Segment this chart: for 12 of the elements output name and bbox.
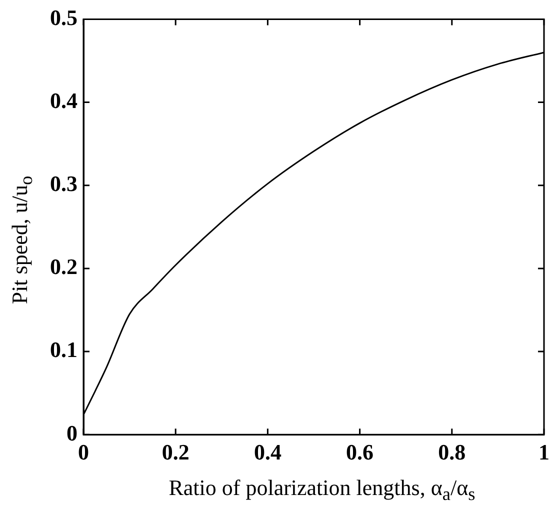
y-tick-label: 0.1 — [50, 337, 78, 362]
y-tick-label: 0.5 — [50, 4, 78, 30]
x-tick-label: 0.6 — [346, 439, 374, 464]
x-tick-label: 0.2 — [162, 439, 190, 464]
x-axis-title: Ratio of polarization lengths, α$_{a}$/α$_{s}$ — [168, 474, 476, 506]
x-tick-label: 0.8 — [438, 439, 466, 464]
x-tick-label: 1 — [538, 439, 550, 464]
y-tick-label: 0 — [66, 420, 78, 446]
x-tick-label: 0.4 — [254, 439, 282, 464]
y-tick-label: 0.3 — [50, 171, 78, 196]
y-tick-label: 0.4 — [50, 88, 78, 113]
y-tick-label: 0.2 — [50, 254, 78, 280]
